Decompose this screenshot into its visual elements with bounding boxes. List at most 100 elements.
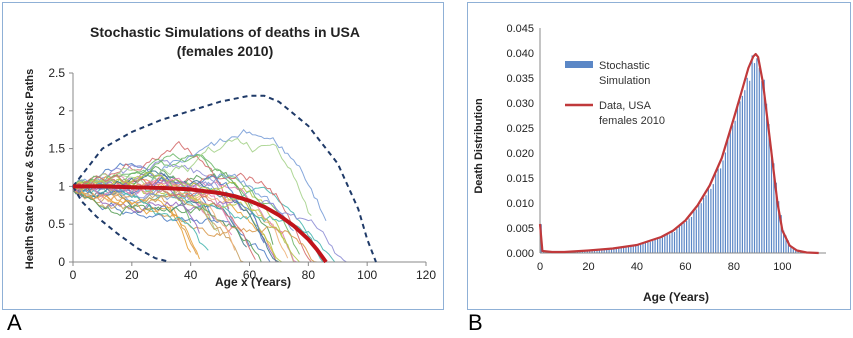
envelope-upper <box>72 94 377 263</box>
chart-a-y-tick-label: 1 <box>58 179 65 193</box>
chart-b-x-tick-label: 0 <box>537 261 543 273</box>
simulation-bar <box>700 203 702 253</box>
stochastic-paths <box>73 129 347 262</box>
simulation-bar <box>603 249 605 253</box>
simulation-bar <box>642 243 644 253</box>
chart-b-y-axis-label: Death Distribution <box>473 98 485 194</box>
chart-a-plot-area: 0 20 40 60 80 100 120 0 0.5 1 1.5 2 2.5 <box>48 66 436 282</box>
simulation-bar <box>739 101 741 253</box>
simulation-bar <box>620 247 622 253</box>
panel-label-a: A <box>7 310 22 335</box>
simulation-bars <box>540 55 814 254</box>
stochastic-path <box>73 177 233 229</box>
simulation-bar <box>596 249 598 253</box>
chart-a-title-line1: Stochastic Simulations of deaths in USA <box>90 24 360 40</box>
chart-a-x-axis-label: Age x (Years) <box>215 275 291 289</box>
chart-b-x-axis-label: Age (Years) <box>643 290 709 304</box>
chart-b-x-tick-label: 60 <box>679 261 691 273</box>
stochastic-path <box>73 137 312 216</box>
chart-b-x-tick-label: 80 <box>728 261 740 273</box>
simulation-bar <box>649 241 651 253</box>
simulation-bar <box>761 81 763 253</box>
data-curve <box>538 52 819 255</box>
chart-b-x-tick-label: 100 <box>773 261 791 273</box>
chart-a-x-tick-label: 100 <box>357 268 377 282</box>
chart-a-x-tick-label: 20 <box>125 268 139 282</box>
chart-a-y-tick-label: 0 <box>58 255 65 269</box>
legend-label: Data, USA <box>599 100 652 112</box>
stochastic-path <box>73 187 200 260</box>
simulation-bar <box>775 182 777 253</box>
stochastic-path <box>73 174 256 260</box>
simulation-bar <box>727 137 729 253</box>
simulation-bar <box>661 237 663 253</box>
simulation-bar <box>744 90 746 253</box>
simulation-bar <box>657 238 659 253</box>
stochastic-path <box>73 184 324 262</box>
chart-a-x-tick-label: 120 <box>416 268 436 282</box>
chart-b-y-tick-label: 0.030 <box>506 98 534 110</box>
chart-a-x-tick-label: 0 <box>70 268 77 282</box>
simulation-bar <box>610 248 613 253</box>
simulation-bar <box>601 249 603 253</box>
simulation-bar <box>724 152 726 253</box>
stochastic-path <box>73 159 239 231</box>
simulation-bar <box>783 230 785 253</box>
simulation-bar <box>686 221 688 253</box>
stochastic-path <box>73 186 244 262</box>
simulation-bar <box>698 204 700 253</box>
simulation-bar <box>720 168 722 253</box>
stochastic-path <box>73 169 192 224</box>
simulation-bar <box>608 249 610 253</box>
chart-b-y-tick-label: 0.040 <box>506 48 534 60</box>
chart-a-x-tick-label: 80 <box>302 268 316 282</box>
simulation-bar <box>722 160 724 253</box>
simulation-bar <box>770 149 773 253</box>
simulation-bar <box>715 174 717 253</box>
chart-b-y-tick-label: 0.025 <box>506 123 534 135</box>
simulation-bar <box>763 79 765 253</box>
simulation-bar <box>669 234 671 253</box>
legend-label: females 2010 <box>599 115 665 127</box>
chart-a-x-tick-label: 40 <box>184 268 198 282</box>
simulation-bar <box>615 248 617 253</box>
simulation-bar <box>632 245 634 253</box>
simulation-bar <box>693 210 695 253</box>
simulation-bar <box>703 197 705 253</box>
simulation-bar <box>591 250 593 253</box>
legend-label: Simulation <box>599 75 650 87</box>
simulation-bar <box>618 247 620 253</box>
simulation-bar <box>753 63 756 253</box>
simulation-bar <box>790 245 792 253</box>
simulation-bar <box>673 232 676 253</box>
stochastic-path <box>73 190 271 262</box>
simulation-bar <box>678 226 680 253</box>
simulation-bar <box>666 234 668 253</box>
chart-a-y-tick-label: 1.5 <box>48 142 65 156</box>
legend-swatch-bar <box>565 61 593 68</box>
simulation-bar <box>690 217 693 253</box>
chart-b-plot-area: 0 20 40 60 80 100 0.000 0.005 0.010 0.015 0.020 0.0… <box>506 23 826 273</box>
simulation-bar <box>717 168 719 253</box>
simulation-bar <box>729 130 731 253</box>
simulation-bar <box>741 95 743 254</box>
simulation-bar <box>606 249 608 253</box>
chart-b-y-tick-label: 0.045 <box>506 23 534 35</box>
simulation-bar <box>644 242 646 253</box>
simulation-bar <box>766 103 768 253</box>
simulation-bar <box>773 163 775 253</box>
simulation-bar <box>652 241 654 253</box>
chart-a-y-tick-label: 2.5 <box>48 66 65 80</box>
simulation-bar <box>683 223 685 253</box>
simulation-bar <box>751 55 753 254</box>
simulation-bar <box>734 120 736 253</box>
simulation-bar <box>676 228 678 253</box>
chart-a-svg: Stochastic Simulations of deaths in USA … <box>24 24 436 289</box>
simulation-bar <box>630 246 632 253</box>
chart-a-y-tick-label: 2 <box>58 104 65 118</box>
simulation-bar <box>712 184 714 253</box>
simulation-bar <box>647 242 649 253</box>
simulation-bar <box>581 251 583 253</box>
chart-b-y-tick-label: 0.020 <box>506 148 534 160</box>
simulation-bar <box>637 244 639 253</box>
